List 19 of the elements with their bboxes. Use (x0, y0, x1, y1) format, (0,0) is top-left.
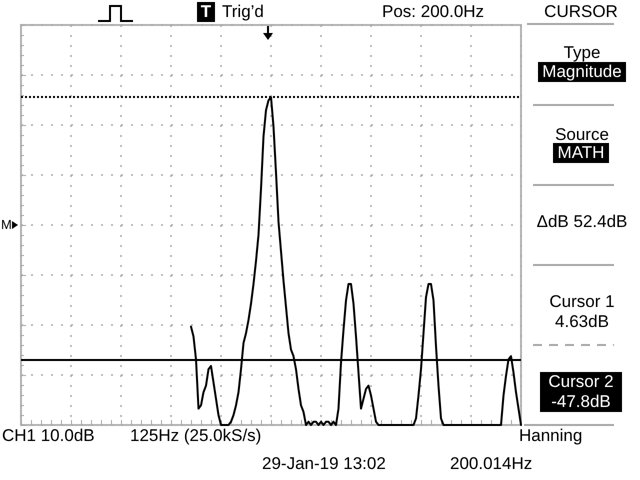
text: 200.014Hz (450, 454, 532, 474)
text: Magnitude (538, 62, 626, 82)
text: Source (555, 125, 609, 145)
text: Cursor 2 (540, 372, 622, 392)
text: T (197, 2, 215, 22)
text: CH1 10.0dB (2, 426, 95, 446)
text: 29-Jan-19 13:02 (262, 454, 386, 474)
text: Type (564, 43, 600, 63)
text: Hanning (519, 426, 582, 446)
text: 125Hz (25.0kS/s) (130, 426, 262, 446)
text: Trig’d (222, 2, 264, 22)
text: Cursor 1 (549, 292, 615, 312)
text: MATH (553, 143, 609, 163)
text: CURSOR (544, 2, 618, 22)
text: M (1, 216, 12, 234)
text: Pos: 200.0Hz (382, 2, 484, 22)
text: -47.8dB (540, 392, 622, 412)
text: 4.63dB (555, 312, 609, 332)
text: ΔdB 52.4dB (536, 212, 628, 232)
